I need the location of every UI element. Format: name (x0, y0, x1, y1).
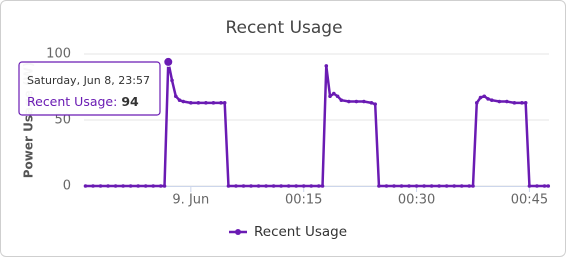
point-marker (106, 184, 110, 188)
point-marker (249, 184, 253, 188)
point-marker (211, 101, 216, 105)
point-marker (414, 184, 419, 188)
x-tick-label: 00:30 (398, 193, 435, 208)
point-marker (294, 184, 298, 188)
point-marker (523, 101, 528, 105)
point-marker (546, 184, 551, 188)
point-marker (444, 184, 449, 188)
x-tick-label: 9. Jun (172, 193, 209, 208)
tooltip-box (18, 61, 161, 116)
point-marker (91, 184, 95, 188)
point-marker (264, 184, 268, 188)
point-marker (437, 184, 441, 188)
point-marker (151, 184, 156, 188)
point-marker (354, 99, 359, 104)
legend-label: Recent Usage (254, 224, 347, 240)
point-marker (83, 184, 88, 188)
x-tick-label: 00:15 (285, 193, 322, 208)
point-marker (535, 184, 539, 188)
point-marker (136, 184, 140, 188)
point-marker (459, 184, 464, 188)
point-marker (527, 184, 532, 188)
point-marker (143, 184, 148, 188)
y-tick-label: 0 (63, 179, 71, 194)
tooltip: Saturday, Jun 8, 23:57 Recent Usage: 94 (18, 61, 161, 116)
point-marker (309, 184, 314, 188)
point-marker (177, 98, 182, 102)
point-marker (173, 94, 178, 99)
point-marker (158, 184, 163, 188)
point-marker (452, 184, 456, 188)
point-marker (196, 101, 201, 105)
point-marker (478, 95, 483, 100)
point-marker (98, 184, 103, 188)
point-marker (399, 184, 404, 188)
point-marker (181, 99, 186, 104)
point-marker (384, 184, 389, 188)
point-marker (219, 101, 223, 105)
point-marker (512, 101, 517, 105)
point-marker (362, 99, 366, 104)
point-marker (241, 184, 246, 188)
point-marker (392, 184, 396, 188)
x-tick-label: 00:45 (511, 193, 548, 208)
point-marker (128, 184, 133, 188)
tooltip-label: Recent Usage: (27, 94, 117, 109)
point-marker (234, 184, 238, 188)
point-marker (373, 102, 377, 106)
point-marker (482, 94, 487, 99)
point-marker (222, 101, 227, 105)
point-marker (162, 184, 167, 188)
legend-symbol-dot (235, 229, 241, 235)
point-marker (520, 101, 524, 105)
point-marker (328, 94, 332, 99)
point-marker (170, 78, 174, 83)
point-marker (301, 184, 306, 188)
point-marker (121, 184, 125, 188)
tooltip-value: 94 (121, 94, 139, 109)
point-marker (113, 184, 118, 188)
point-marker (339, 98, 344, 102)
point-marker (256, 184, 261, 188)
point-marker (486, 97, 490, 101)
point-marker (471, 184, 475, 188)
point-marker (332, 91, 336, 96)
point-marker (467, 184, 472, 188)
point-marker (316, 184, 321, 188)
point-marker (490, 98, 494, 102)
point-marker (320, 184, 325, 188)
point-marker (335, 94, 340, 99)
point-marker (542, 184, 547, 188)
point-marker (286, 184, 291, 188)
point-marker (407, 184, 411, 188)
point-marker (204, 101, 208, 105)
point-marker (271, 184, 276, 188)
point-marker (474, 101, 479, 105)
point-marker (279, 184, 283, 188)
point-marker (429, 184, 434, 188)
chart-title: Recent Usage (225, 18, 342, 38)
point-marker (324, 64, 329, 68)
point-marker (226, 184, 231, 188)
point-marker (377, 184, 381, 188)
point-marker (497, 99, 502, 104)
point-marker (347, 99, 351, 104)
point-marker (505, 99, 509, 104)
hover-marker (163, 56, 174, 67)
tooltip-line: Recent Usage: 94 (27, 94, 139, 109)
y-tick-label: 50 (54, 113, 71, 128)
point-marker (369, 101, 374, 105)
point-marker (189, 101, 193, 105)
y-tick-label: 100 (46, 47, 71, 62)
point-marker (422, 184, 426, 188)
tooltip-title: Saturday, Jun 8, 23:57 (27, 74, 150, 87)
